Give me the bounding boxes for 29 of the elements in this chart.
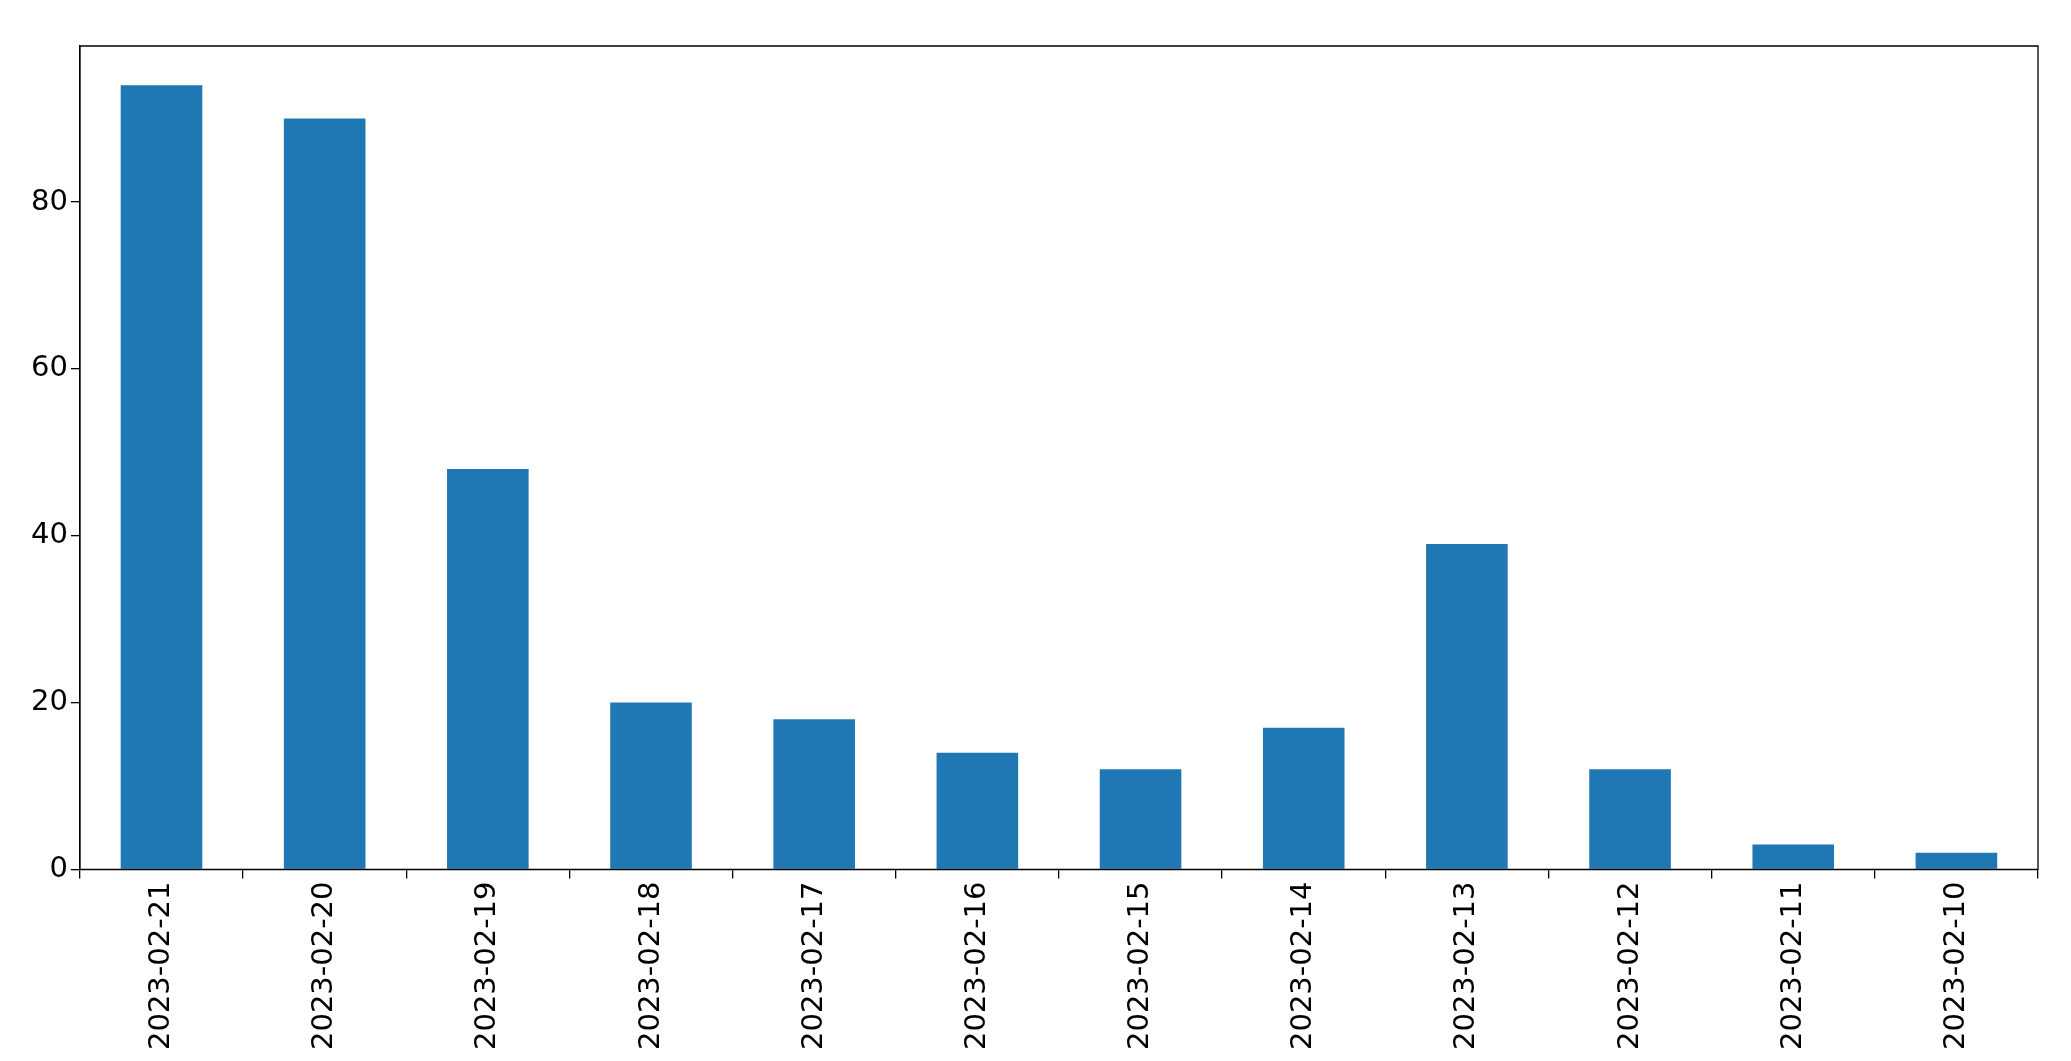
- bar: [1099, 769, 1182, 869]
- x-tick-label: 2023-02-19: [468, 881, 503, 1051]
- bar: [283, 118, 366, 869]
- x-tick-label: 2023-02-16: [957, 881, 992, 1051]
- y-tick-label: 20: [31, 683, 68, 718]
- bar: [1915, 852, 1998, 869]
- x-tick-label: 2023-02-14: [1284, 881, 1319, 1051]
- x-tick-label: 2023-02-15: [1121, 881, 1156, 1051]
- bar: [936, 752, 1019, 869]
- bar: [773, 719, 855, 869]
- x-tick-label: 2023-02-10: [1936, 881, 1971, 1051]
- bar: [1752, 844, 1835, 869]
- bar: [1262, 727, 1345, 869]
- y-tick-label: 80: [31, 182, 68, 217]
- x-tick-label: 2023-02-12: [1610, 881, 1645, 1051]
- x-tick-label: 2023-02-20: [305, 881, 340, 1051]
- x-tick-label: 2023-02-21: [142, 881, 177, 1051]
- bar: [120, 85, 203, 869]
- bar: [447, 469, 529, 869]
- x-tick-label: 2023-02-18: [631, 881, 666, 1051]
- x-tick-label: 2023-02-13: [1447, 881, 1482, 1051]
- x-tick-label: 2023-02-17: [794, 881, 829, 1051]
- bar: [1589, 769, 1671, 869]
- y-tick-label: 40: [31, 516, 68, 551]
- x-tick-label: 2023-02-11: [1773, 881, 1808, 1051]
- bar: [610, 702, 692, 869]
- y-tick-label: 60: [31, 349, 68, 384]
- y-tick-label: 0: [49, 850, 68, 884]
- bar: [1426, 544, 1508, 869]
